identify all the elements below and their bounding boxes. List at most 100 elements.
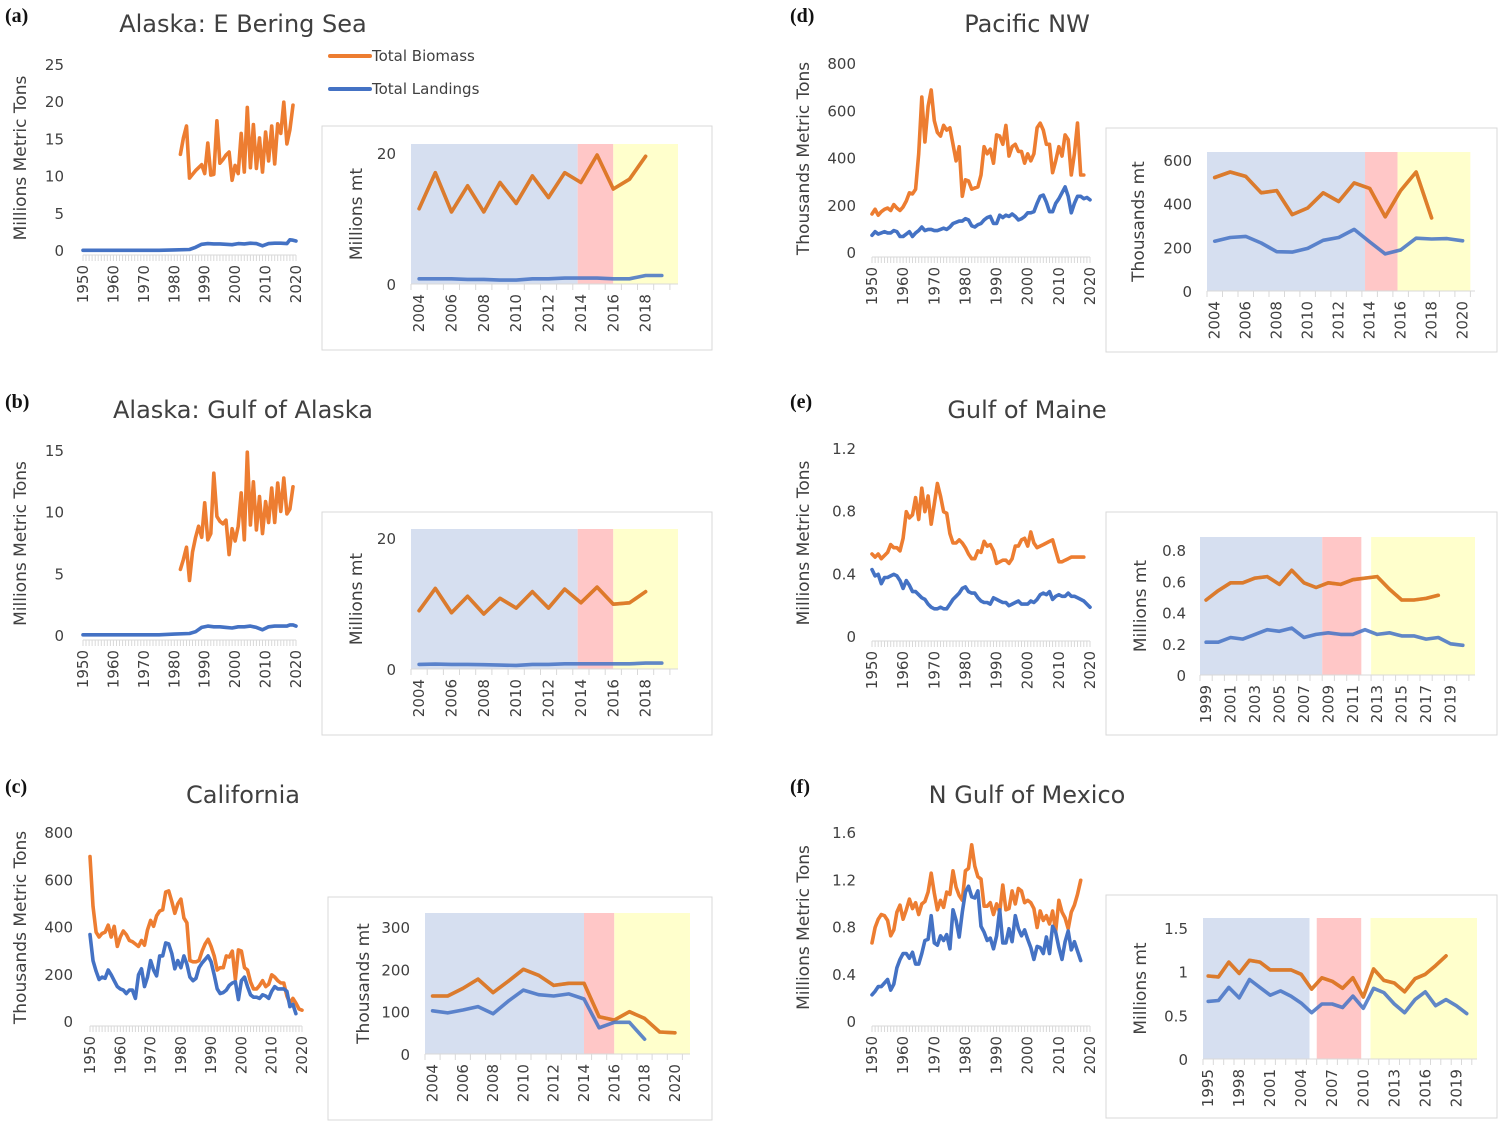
- x-tick-label: 1970: [925, 1036, 943, 1074]
- inset-y-tick-label: 1: [1178, 964, 1188, 982]
- y-tick-label: 10: [45, 504, 64, 522]
- series-line-total-landings: [870, 567, 1092, 611]
- x-tick-label: 2000: [232, 1036, 250, 1074]
- main-chart: Millions Metric Tons 0 0.4 0.8 1.2 1.6 1950 196…: [794, 824, 1099, 1074]
- x-tick-label: 2000: [226, 265, 244, 303]
- band-yellow-period: [613, 144, 678, 284]
- inset-series-line-total-biomass-highlight: [1204, 568, 1441, 602]
- inset-x-tick-label: 2019: [1442, 685, 1460, 723]
- inset-x-tick-label: 2016: [1392, 301, 1410, 339]
- y-tick-label: 0: [846, 1013, 856, 1031]
- inset-x-tick-label: 2016: [604, 679, 622, 717]
- panel-a: (a) Alaska: E Bering Sea Millions Metric T…: [5, 5, 713, 351]
- inset-y-axis-title: Millions mt: [1131, 942, 1151, 1035]
- x-tick-label: 1980: [172, 1036, 190, 1074]
- band-yellow-period: [1370, 918, 1477, 1059]
- panel-label: (d): [790, 5, 814, 27]
- x-tick-label: 1990: [196, 265, 214, 303]
- inset-x-tick-label: 2014: [572, 679, 590, 717]
- x-tick-label: 1970: [135, 265, 153, 303]
- y-tick-label: 15: [45, 130, 64, 148]
- x-tick-label: 1970: [142, 1036, 160, 1074]
- inset-x-tick-label: 2018: [1423, 301, 1441, 339]
- inset-y-tick-label: 200: [381, 961, 410, 979]
- x-tick-label: 2010: [257, 650, 275, 688]
- x-tick-label: 2010: [1050, 267, 1068, 305]
- y-tick-label: 200: [827, 197, 856, 215]
- inset-y-tick-label: 0: [1178, 1051, 1188, 1069]
- series-line-total-biomass: [870, 843, 1083, 945]
- x-tick-label: 1980: [165, 265, 183, 303]
- band-blue-period: [1200, 537, 1323, 675]
- inset-y-axis-title: Thousands mt: [354, 923, 374, 1045]
- inset-x-tick-label: 2011: [1344, 685, 1362, 723]
- inset-y-tick-label: 20: [377, 530, 396, 548]
- y-axis-title: Thousands Metric Tons: [794, 62, 814, 256]
- y-tick-label: 200: [44, 966, 73, 984]
- inset-x-axis-ticks: [1202, 1059, 1473, 1065]
- y-tick-label: 400: [44, 919, 73, 937]
- inset-x-tick-label: 1999: [1197, 685, 1215, 723]
- inset-chart: Thousands mt 0 100 200 300 2004 2006 2008 2010 20…: [327, 896, 713, 1121]
- series-line-total-landings: [81, 623, 298, 637]
- y-tick-label: 0: [54, 242, 64, 260]
- inset-x-tick-label: 2004: [410, 679, 428, 717]
- legend: Total Biomass Total Landings: [328, 47, 480, 98]
- inset-x-tick-label: 2006: [442, 294, 460, 332]
- y-tick-label: 600: [827, 102, 856, 120]
- x-tick-label: 1950: [74, 650, 92, 688]
- x-tick-label: 1990: [988, 651, 1006, 689]
- inset-x-tick-label: 2003: [1246, 685, 1264, 723]
- series-line-total-landings: [870, 185, 1092, 239]
- y-tick-label: 15: [45, 442, 64, 460]
- inset-series-line-total-biomass: [430, 967, 677, 1035]
- band-blue-period: [1203, 918, 1310, 1059]
- inset-chart: Millions mt 0 20 2004 2006 2008 2010 2012 2014 20…: [321, 511, 713, 736]
- inset-x-tick-label: 2017: [1417, 685, 1435, 723]
- inset-chart: Thousands mt 0 200 400 600 2004 2006 2008 2010 20…: [1105, 127, 1498, 353]
- inset-y-tick-label: 0: [1182, 283, 1192, 301]
- y-tick-label: 800: [44, 824, 73, 842]
- inset-y-axis-title: Millions mt: [347, 168, 367, 261]
- x-tick-label: 1950: [863, 267, 881, 305]
- y-tick-label: 10: [45, 168, 64, 186]
- series-line-total-biomass: [178, 100, 295, 183]
- inset-y-tick-label: 0: [386, 276, 396, 294]
- inset-series-line-total-landings: [1204, 626, 1465, 648]
- x-tick-label: 1970: [135, 650, 153, 688]
- y-tick-label: 400: [827, 150, 856, 168]
- inset-series-line-total-biomass: [1212, 170, 1434, 220]
- inset-x-tick-label: 2004: [424, 1064, 442, 1102]
- x-tick-label: 1980: [956, 651, 974, 689]
- band-red-period: [1322, 537, 1362, 675]
- band-red-period: [1316, 918, 1362, 1059]
- x-tick-label: 1990: [196, 650, 214, 688]
- y-axis-title: Millions Metric Tons: [794, 460, 814, 625]
- band-yellow-period: [1397, 152, 1471, 291]
- inset-x-tick-label: 2020: [1454, 301, 1472, 339]
- y-tick-label: 0: [63, 1013, 73, 1031]
- series-line-total-biomass: [88, 854, 304, 1012]
- band-yellow-period: [1371, 537, 1475, 675]
- x-tick-label: 1990: [988, 267, 1006, 305]
- inset-y-tick-label: 20: [377, 145, 396, 163]
- inset-series-line-total-biomass-highlight: [1212, 170, 1434, 220]
- x-tick-label: 1990: [988, 1036, 1006, 1074]
- inset-x-tick-label: 2016: [1416, 1069, 1434, 1107]
- series-line-total-landings: [81, 238, 298, 253]
- x-tick-label: 1960: [894, 267, 912, 305]
- inset-x-tick-label: 2007: [1323, 1069, 1341, 1107]
- inset-x-tick-label: 2008: [475, 294, 493, 332]
- inset-chart: Millions mt 0 0.2 0.4 0.6 0.8 1999 2001 2003 2005…: [1105, 511, 1498, 736]
- inset-y-tick-label: 300: [381, 919, 410, 937]
- x-tick-label: 2020: [1081, 651, 1099, 689]
- inset-chart: Millions mt 0 0.5 1 1.5 1995 1998 2001 2004 2007 2…: [1105, 894, 1498, 1119]
- inset-series-line-total-biomass: [1206, 954, 1448, 999]
- inset-series-line-total-biomass-highlight: [1206, 954, 1448, 999]
- x-tick-label: 2000: [1019, 1036, 1037, 1074]
- inset-series-line-total-landings: [417, 661, 664, 668]
- y-tick-label: 5: [54, 205, 64, 223]
- panel-title: N Gulf of Mexico: [929, 781, 1126, 809]
- band-blue-period: [411, 529, 578, 669]
- x-axis-minor-ticks: [871, 641, 1091, 647]
